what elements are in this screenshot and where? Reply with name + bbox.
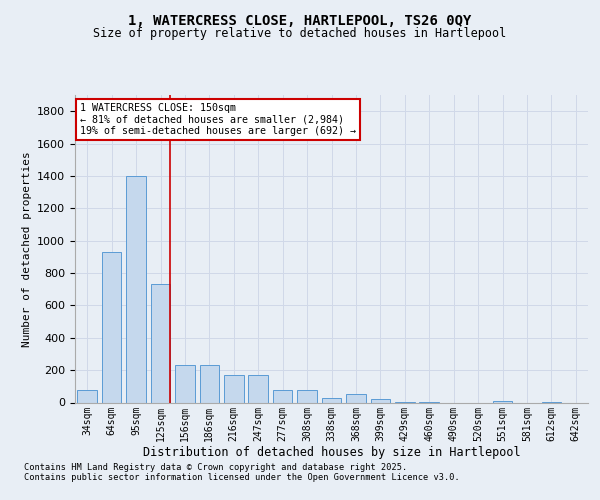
Bar (297, 390, 317, 402)
Bar (151, 284, 170, 403)
Bar (102, 252, 121, 402)
Text: Contains public sector information licensed under the Open Government Licence v3: Contains public sector information licen… (24, 472, 460, 482)
Bar (224, 375, 244, 402)
Bar (493, 401, 512, 402)
Bar (248, 375, 268, 402)
Y-axis label: Number of detached properties: Number of detached properties (22, 151, 32, 346)
Text: Size of property relative to detached houses in Hartlepool: Size of property relative to detached ho… (94, 27, 506, 40)
Bar (322, 398, 341, 402)
Text: 1 WATERCRESS CLOSE: 150sqm
← 81% of detached houses are smaller (2,984)
19% of s: 1 WATERCRESS CLOSE: 150sqm ← 81% of deta… (80, 102, 356, 136)
Bar (371, 400, 390, 402)
X-axis label: Distribution of detached houses by size in Hartlepool: Distribution of detached houses by size … (143, 446, 520, 459)
Bar (127, 176, 146, 402)
Bar (273, 390, 292, 402)
Bar (200, 366, 219, 403)
Bar (175, 366, 194, 403)
Text: 1, WATERCRESS CLOSE, HARTLEPOOL, TS26 0QY: 1, WATERCRESS CLOSE, HARTLEPOOL, TS26 0Q… (128, 14, 472, 28)
Text: Contains HM Land Registry data © Crown copyright and database right 2025.: Contains HM Land Registry data © Crown c… (24, 462, 407, 471)
Bar (77, 390, 97, 402)
Bar (346, 394, 366, 402)
